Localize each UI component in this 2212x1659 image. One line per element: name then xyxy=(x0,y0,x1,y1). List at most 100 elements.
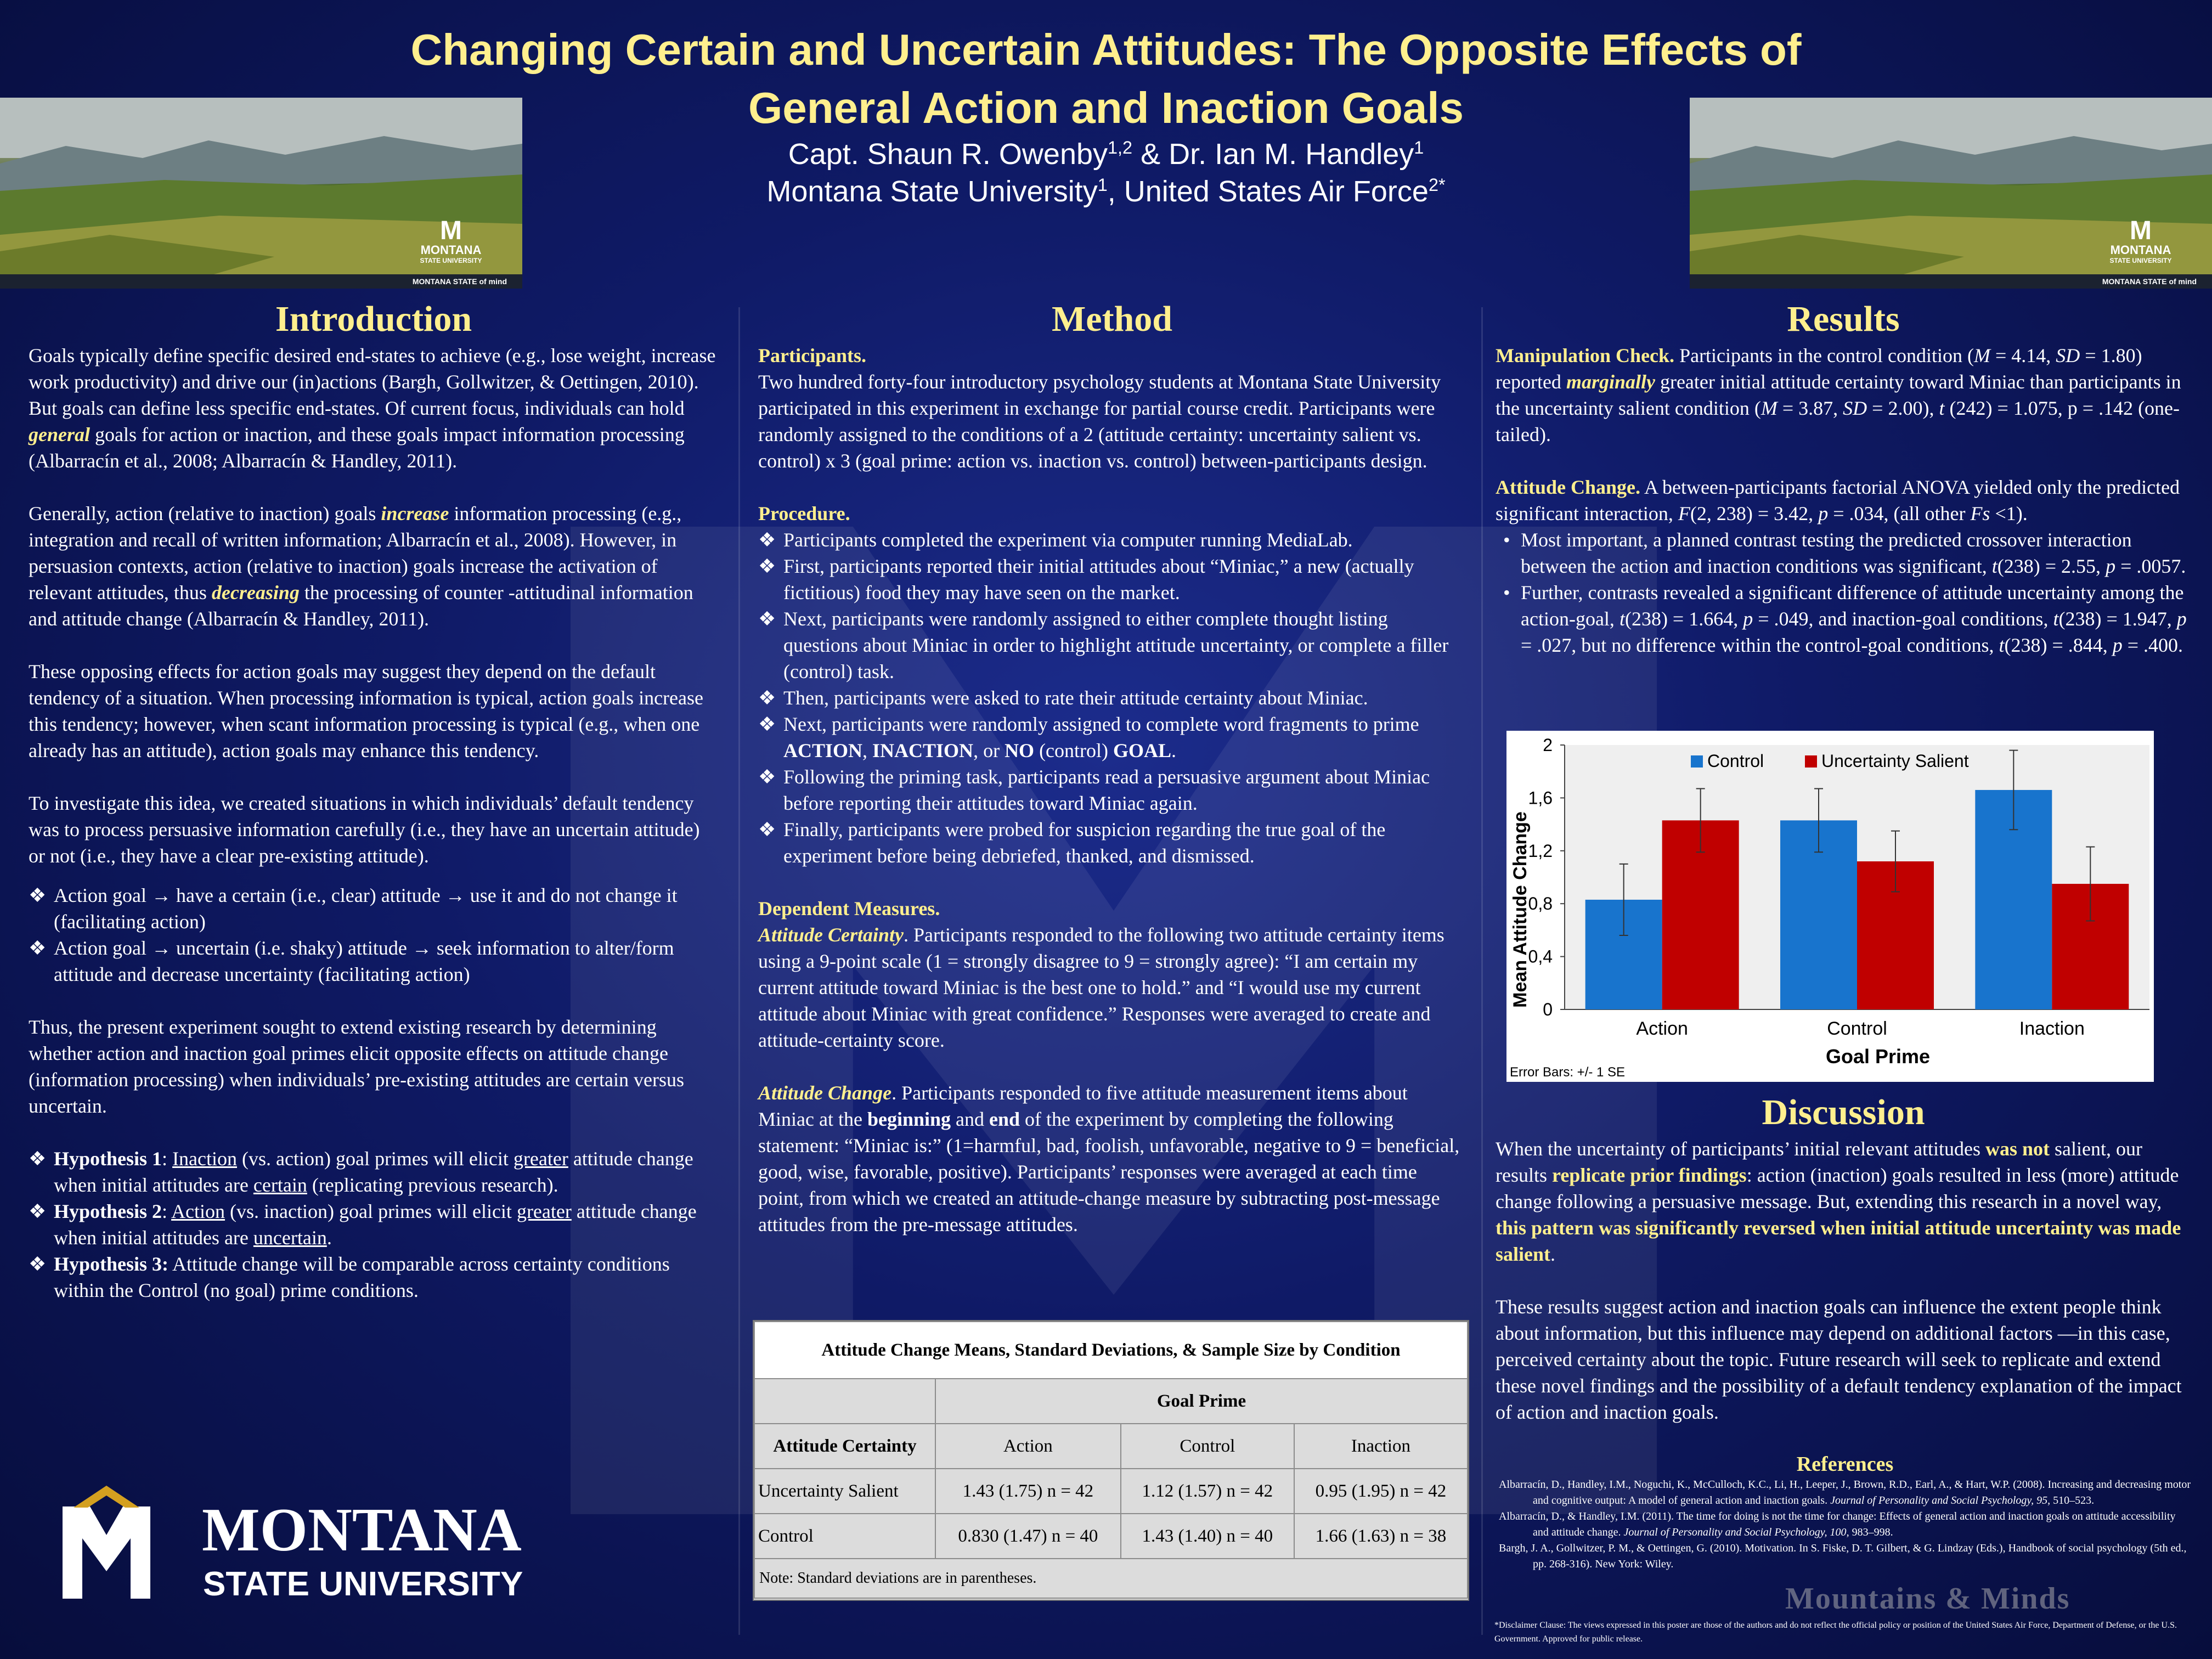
table-row-label: Control xyxy=(754,1513,936,1559)
reference-item: Albarracín, D., & Handley, I.M. (2011). … xyxy=(1499,1509,2191,1541)
text: and xyxy=(951,1108,989,1130)
table-cell: 1.12 (1.57) n = 42 xyxy=(1120,1468,1295,1514)
results-heading: Results xyxy=(1787,299,1900,339)
underlined: Action xyxy=(171,1200,225,1222)
msu-logo-mark xyxy=(63,1506,150,1599)
affiliation-1-num: 1 xyxy=(1097,175,1108,195)
text: Then, participants were asked to rate th… xyxy=(783,687,1368,709)
table-cell: 1.43 (1.75) n = 42 xyxy=(935,1468,1121,1514)
emphasis: Attitude Certainty xyxy=(758,924,904,946)
chart-ylabel: Mean Attitude Change xyxy=(1510,811,1531,1008)
diamond-bullet-icon: ❖ xyxy=(29,937,47,959)
underlined: certain xyxy=(253,1174,307,1196)
table-caption: Attitude Change Means, Standard Deviatio… xyxy=(754,1321,1468,1379)
manipulation-check: Manipulation Check. Participants in the … xyxy=(1496,342,2191,448)
text: Following the priming task, participants… xyxy=(783,766,1430,814)
text: salient, our results xyxy=(1496,1138,2143,1186)
text: uncertain (i.e. shaky) attitude xyxy=(171,937,412,959)
participants-heading: Participants. xyxy=(758,345,866,366)
bold: ACTION xyxy=(783,740,863,761)
title-line-1: Changing Certain and Uncertain Attitudes… xyxy=(410,25,1802,74)
method-body: Participants. Two hundred forty-four int… xyxy=(758,342,1466,1238)
legend-swatch-control xyxy=(1691,755,1703,768)
text: have a certain (i.e., clear) attitude xyxy=(171,884,445,906)
bold: NO xyxy=(1005,740,1035,761)
text: Participants in the control condition ( xyxy=(1674,345,1974,366)
attitude-change-chart: 0 0,4 0,8 1,2 1,6 2 Action Control Inaction Mea… xyxy=(1506,731,2154,1082)
text: attitude change when initial attitudes a… xyxy=(54,1200,697,1249)
table-cell: 0.95 (1.95) n = 42 xyxy=(1293,1468,1469,1514)
references-heading: References xyxy=(1796,1453,1894,1476)
text: = 3.87, xyxy=(1777,397,1843,419)
chart-y-tick-label: 0,8 xyxy=(1528,894,1553,913)
chart-svg: 0 0,4 0,8 1,2 1,6 2 Action Control Inaction Mea… xyxy=(1510,735,2149,1080)
background-watermark xyxy=(571,527,1657,1514)
change-measure: Attitude Change. Participants responded … xyxy=(758,1080,1466,1238)
reference-item: Bargh, J. A., Gollwitzer, P. M., & Oetti… xyxy=(1499,1542,2187,1570)
text: , 983–998. xyxy=(1846,1526,1893,1538)
photo-brand-mark: M xyxy=(2130,216,2152,245)
text: , xyxy=(862,740,873,761)
text: the processing of counter -attitudinal i… xyxy=(29,582,693,630)
text: = .0057. xyxy=(2115,555,2186,577)
italic: F xyxy=(1678,503,1690,524)
text: . Participants responded to the followin… xyxy=(758,924,1444,1051)
text: attitude change when initial attitudes a… xyxy=(54,1148,693,1196)
text: Participants completed the experiment vi… xyxy=(783,529,1353,551)
discussion-section: Discussion When the uncertainty of parti… xyxy=(1496,1090,2191,1452)
hypothesis-label: Hypothesis 3: xyxy=(54,1253,169,1275)
text: of the experiment by completing the foll… xyxy=(758,1108,1460,1235)
text: Finally, participants were probed for su… xyxy=(783,819,1386,867)
text: = .027, but no difference within the con… xyxy=(1521,634,1999,656)
text: . xyxy=(1550,1243,1556,1265)
text: When the uncertainty of participants’ in… xyxy=(1496,1138,1986,1160)
text: (2, 238) = 3.42, xyxy=(1690,503,1819,524)
text: : xyxy=(162,1200,172,1222)
reference-item: Albarracín, D., Handley, I.M., Noguchi, … xyxy=(1499,1477,2191,1509)
subheading: Attitude Change. xyxy=(1496,476,1641,498)
chart-x-tick-label: Inaction xyxy=(2019,1018,2085,1039)
intro-paragraph-5: Thus, the present experiment sought to e… xyxy=(29,1016,684,1117)
photo-brand: M MONTANA STATE UNIVERSITY xyxy=(413,216,489,265)
procedure-heading: Procedure. xyxy=(758,503,850,524)
table-column-header: Inaction xyxy=(1293,1423,1469,1469)
introduction-section: Introduction Goals typically define spec… xyxy=(29,296,719,1304)
bold: INACTION xyxy=(872,740,974,761)
result-bullet: • Most important, a planned contrast test… xyxy=(1496,527,2191,579)
emphasis: increase xyxy=(381,503,449,524)
diamond-bullet-icon: ❖ xyxy=(29,1200,47,1222)
diamond-bullet-icon: ❖ xyxy=(758,555,776,577)
photo-brand-sub: STATE UNIVERSITY xyxy=(420,257,482,264)
hypothesis-label: Hypothesis 2 xyxy=(54,1200,162,1222)
procedure-step: ❖ Finally, participants were probed for s… xyxy=(758,816,1466,869)
means-table: Attitude Change Means, Standard Deviatio… xyxy=(753,1320,1469,1601)
text: (vs. action) goal primes will elicit xyxy=(237,1148,514,1170)
text: (238) = 1.664, xyxy=(1624,608,1743,630)
table-cell: 1.43 (1.40) n = 40 xyxy=(1120,1513,1295,1559)
emphasis: general xyxy=(29,424,90,445)
text: Most important, a planned contrast testi… xyxy=(1521,529,2132,577)
column-divider xyxy=(738,307,740,1635)
text: (238) = 2.55, xyxy=(1997,555,2106,577)
text: . xyxy=(1171,740,1177,761)
photo-brand-mark: M xyxy=(440,216,462,245)
italic: t xyxy=(2053,608,2059,630)
text: greater initial attitude certainty towar… xyxy=(1496,371,2181,419)
results-body: Manipulation Check. Participants in the … xyxy=(1496,342,2191,658)
diamond-bullet-icon: ❖ xyxy=(29,1148,47,1170)
hypothesis-3: ❖ Hypothesis 3: Attitude change will be c… xyxy=(29,1251,719,1304)
text: = 1.80) reported xyxy=(1496,345,2142,393)
journal: Journal of Personality and Social Psycho… xyxy=(1623,1526,1847,1538)
table-cell: 1.66 (1.63) n = 38 xyxy=(1293,1513,1469,1559)
text: (replicating previous research). xyxy=(307,1174,558,1196)
emphasis: decreasing xyxy=(211,582,300,603)
author-1-affil: 1,2 xyxy=(1108,138,1133,157)
table-column-header: Action xyxy=(935,1423,1121,1469)
table-row: Control 0.830 (1.47) n = 40 1.43 (1.40) n … xyxy=(754,1513,1469,1559)
text: (242) = 1.075, p = .142 (one-tailed). xyxy=(1496,397,2180,445)
italic: SD xyxy=(1843,397,1867,419)
table-group-header: Goal Prime xyxy=(935,1378,1468,1424)
poster-title: Changing Certain and Uncertain Attitudes… xyxy=(274,21,1938,137)
author-1: Capt. Shaun R. Owenby xyxy=(788,138,1108,171)
